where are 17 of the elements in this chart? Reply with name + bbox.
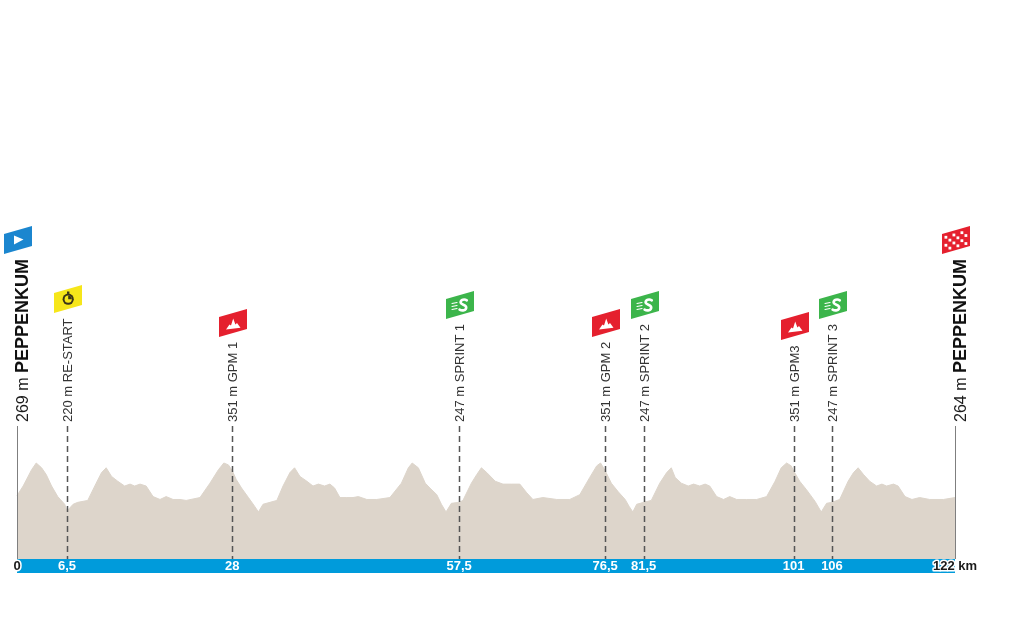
x-tick-label: 6,5 xyxy=(57,558,77,574)
ref-line-label: 247 m SPRINT 1 xyxy=(451,323,467,422)
ref-line-label: 269 m PEPPENKUM xyxy=(11,259,32,422)
x-tick-label: 76,5 xyxy=(592,558,618,574)
x-tick-label: 57,5 xyxy=(446,558,472,574)
x-tick-label: 101 xyxy=(782,558,805,574)
x-tick-label: 28 xyxy=(225,558,240,574)
ref-line-label: 351 m GPM 1 xyxy=(224,341,240,422)
ref-line-label: 247 m SPRINT 2 xyxy=(636,323,652,422)
ref-line-label: 351 m GPM 2 xyxy=(597,341,613,422)
ref-line-label: 247 m SPRINT 3 xyxy=(824,323,840,422)
ref-line-label: 220 m RE-START xyxy=(59,318,75,422)
x-tick-label: 81,5 xyxy=(630,558,657,574)
x-tick-label: 106 xyxy=(821,558,843,574)
ref-line-label: 351 m GPM3 xyxy=(786,345,802,422)
x-tick-label: 122 km xyxy=(932,558,978,574)
ref-line-label: 264 m PEPPENKUM xyxy=(949,259,970,422)
